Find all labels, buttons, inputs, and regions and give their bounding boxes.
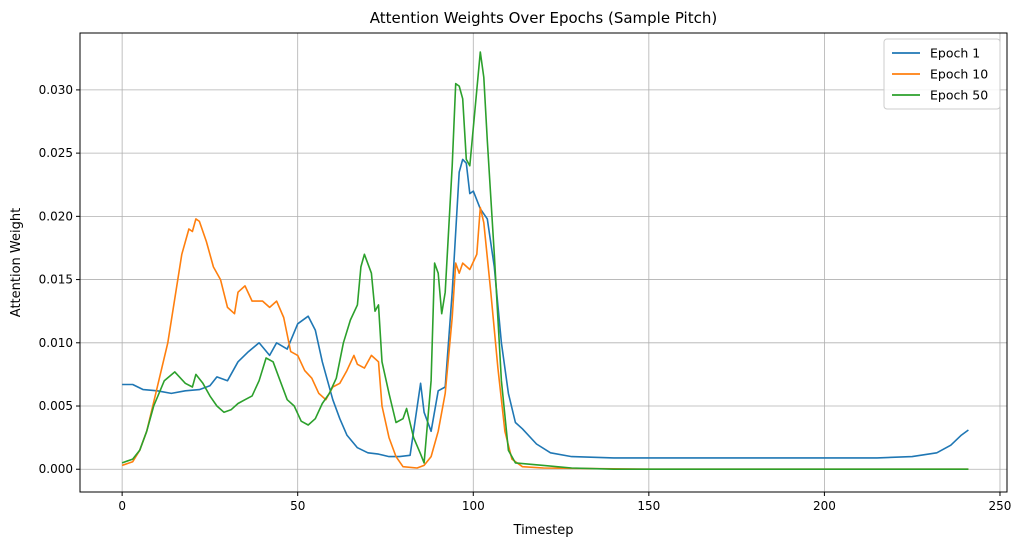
legend-label: Epoch 1 [930,46,980,61]
x-axis-label: Timestep [513,523,574,538]
legend-label: Epoch 50 [930,88,988,103]
legend-label: Epoch 10 [930,67,988,82]
series-lines [121,51,969,471]
x-tick-label: 0 [118,499,126,513]
y-tick-label: 0.015 [39,273,73,287]
x-tick-label: 250 [989,499,1012,513]
y-tick-label: 0.005 [39,399,73,413]
series-line-3 [121,51,969,471]
grid-lines [80,33,1007,492]
x-tick-label: 100 [462,499,485,513]
x-tick-label: 50 [290,499,305,513]
plot-frame [79,32,1008,493]
chart-title: Attention Weights Over Epochs (Sample Pi… [370,9,717,27]
y-tick-label: 0.020 [39,209,73,223]
x-axis-ticks: 0 50 100 150 200 250 [118,492,1011,513]
series-line-1 [122,158,969,459]
y-tick-label: 0.030 [39,83,73,97]
y-tick-label: 0.025 [39,146,73,160]
legend: Epoch 1 Epoch 10 Epoch 50 [883,38,1001,110]
x-tick-label: 150 [637,499,660,513]
y-axis-label: Attention Weight [9,208,24,317]
x-tick-label: 200 [813,499,836,513]
series-line-2 [121,206,969,471]
y-tick-label: 0.010 [39,336,73,350]
y-axis-ticks: 0.000 0.005 0.010 0.015 0.020 0.025 0.030 [39,83,80,476]
legend-box [883,38,1001,110]
y-tick-label: 0.000 [39,462,73,476]
